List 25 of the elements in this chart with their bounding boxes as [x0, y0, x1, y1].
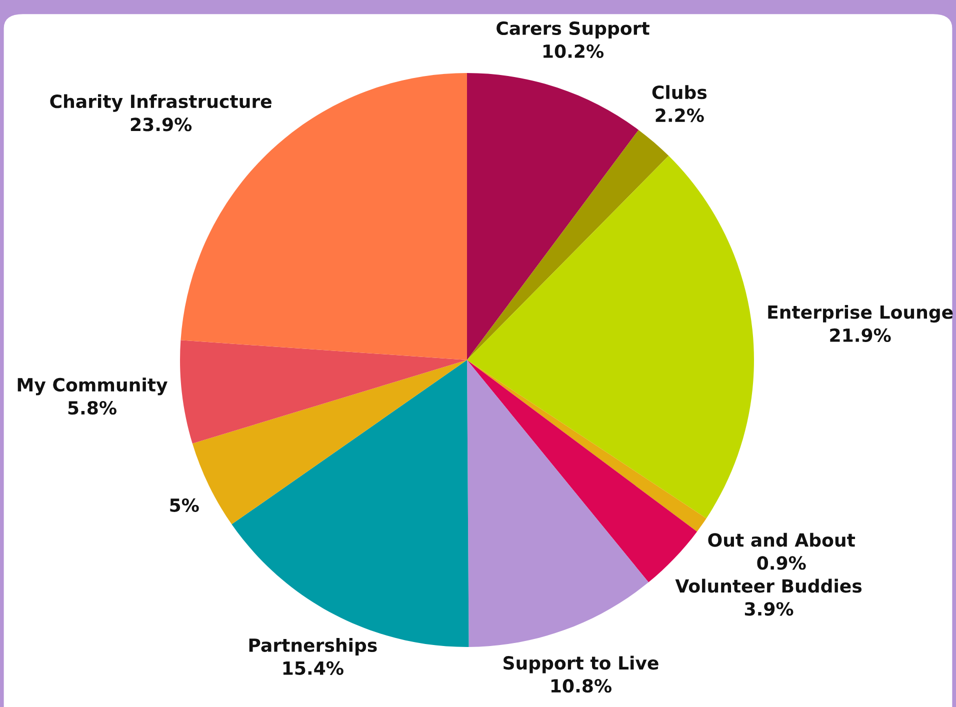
data-label: 21.9% — [830, 328, 891, 342]
slice-label: Out and About — [708, 532, 856, 547]
data-label: 5.8% — [68, 401, 116, 415]
pie-slice — [467, 156, 754, 518]
pie-slice — [467, 130, 669, 360]
slice-label: Volunteer Buddies — [675, 578, 862, 593]
slice-label: Support to Live — [504, 656, 658, 674]
pie-slice — [467, 360, 706, 532]
slice-label: Enterprise Lounge — [768, 304, 953, 323]
slice-label: Clubs — [652, 85, 707, 100]
data-label: 2.2% — [656, 108, 704, 122]
data-label: 5% — [170, 498, 199, 512]
data-label: 3.9% — [744, 602, 794, 616]
data-label: 10.2% — [543, 44, 604, 58]
pie-slice — [467, 73, 639, 360]
slice-label: My Community — [18, 378, 168, 396]
slice-label: Charity Infrastructure — [50, 94, 272, 112]
data-label: 23.9% — [130, 118, 192, 132]
slice-label: Partnerships — [249, 638, 377, 656]
pie-slice — [180, 340, 467, 444]
data-label: 0.9% — [757, 556, 806, 570]
slice-label: Carers Support — [496, 21, 650, 39]
pie-slice — [467, 360, 649, 647]
data-label: 15.4% — [283, 661, 344, 675]
data-label: 10.8% — [551, 679, 612, 693]
